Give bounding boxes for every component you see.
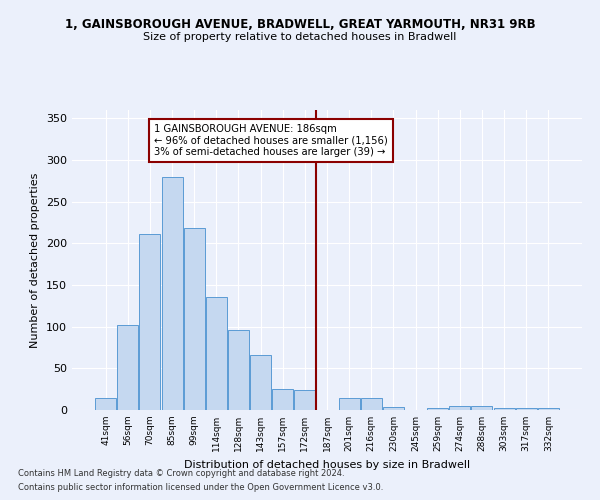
Bar [95,398,116,410]
Bar [161,176,182,410]
Text: 1, GAINSBOROUGH AVENUE, BRADWELL, GREAT YARMOUTH, NR31 9RB: 1, GAINSBOROUGH AVENUE, BRADWELL, GREAT … [65,18,535,30]
Bar [472,406,493,410]
Bar [338,398,359,410]
X-axis label: Distribution of detached houses by size in Bradwell: Distribution of detached houses by size … [184,460,470,469]
Bar [228,330,249,410]
Bar [295,390,316,410]
Bar [449,406,470,410]
Text: Contains HM Land Registry data © Crown copyright and database right 2024.: Contains HM Land Registry data © Crown c… [18,468,344,477]
Text: Contains public sector information licensed under the Open Government Licence v3: Contains public sector information licen… [18,484,383,492]
Bar [427,408,448,410]
Bar [494,408,515,410]
Bar [383,406,404,410]
Bar [206,296,227,410]
Text: 1 GAINSBOROUGH AVENUE: 186sqm
← 96% of detached houses are smaller (1,156)
3% of: 1 GAINSBOROUGH AVENUE: 186sqm ← 96% of d… [154,124,388,158]
Bar [139,234,160,410]
Text: Size of property relative to detached houses in Bradwell: Size of property relative to detached ho… [143,32,457,42]
Bar [118,325,139,410]
Bar [272,389,293,410]
Y-axis label: Number of detached properties: Number of detached properties [31,172,40,348]
Bar [184,228,205,410]
Bar [538,408,559,410]
Bar [361,398,382,410]
Bar [250,355,271,410]
Bar [515,408,536,410]
